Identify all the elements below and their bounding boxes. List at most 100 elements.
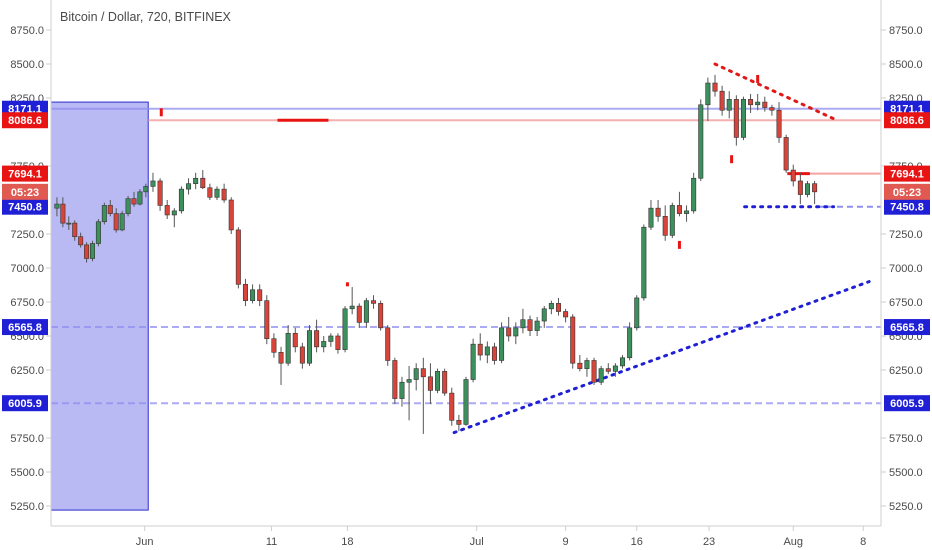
candle-body-55 bbox=[427, 376, 433, 391]
price-badge-left-5-bg bbox=[2, 395, 48, 412]
y-tick-left-label: 5750.0 bbox=[10, 433, 44, 445]
candle-body-31 bbox=[257, 289, 263, 301]
x-tick-label: 11 bbox=[266, 536, 277, 548]
y-tick-left-label: 8750.0 bbox=[10, 25, 44, 37]
price-badge-left-1-bg bbox=[2, 112, 48, 129]
candle-body-32 bbox=[264, 300, 270, 340]
candle-body-66 bbox=[506, 327, 512, 337]
candle-body-24 bbox=[207, 187, 213, 198]
shaded-region bbox=[50, 101, 149, 511]
candle-body-84 bbox=[634, 297, 640, 329]
candle-body-27 bbox=[228, 199, 234, 231]
candle-body-22 bbox=[193, 177, 199, 184]
candle-body-5 bbox=[84, 244, 90, 259]
signal-marker-dot bbox=[345, 282, 349, 287]
price-badge-left-1: 8086.6 bbox=[8, 115, 42, 127]
trendlines-layer bbox=[452, 62, 871, 435]
price-badge-right-3: 7450.8 bbox=[890, 202, 924, 214]
x-tick-label: Aug bbox=[783, 536, 803, 548]
candle-body-25 bbox=[214, 188, 220, 198]
candle-body-45 bbox=[356, 305, 362, 323]
candle-body-41 bbox=[328, 335, 334, 342]
candle-body-64 bbox=[491, 346, 497, 361]
candle-body-100 bbox=[748, 99, 754, 106]
price-badge-left-3: 7450.8 bbox=[8, 202, 42, 214]
candle-body-58 bbox=[449, 392, 455, 421]
candle-body-47 bbox=[371, 300, 377, 304]
candle-body-60 bbox=[463, 379, 469, 425]
price-badge-right-4-bg bbox=[884, 319, 930, 336]
candle-body-9 bbox=[107, 205, 113, 214]
candle-body-78 bbox=[591, 360, 597, 383]
candle-body-35 bbox=[285, 332, 291, 364]
y-tick-left-label: 6250.0 bbox=[10, 365, 44, 377]
candle-body-21 bbox=[186, 183, 192, 190]
candle-body-30 bbox=[250, 289, 256, 301]
candle-body-99 bbox=[740, 99, 746, 138]
candle-body-71 bbox=[541, 308, 547, 322]
candle-body-90 bbox=[676, 205, 682, 214]
candle-body-98 bbox=[733, 99, 739, 138]
y-tick-right-label: 5250.0 bbox=[889, 501, 923, 513]
candle-body-16 bbox=[150, 180, 156, 187]
candle-body-59 bbox=[456, 420, 462, 425]
candle-body-93 bbox=[698, 104, 704, 179]
candle-body-62 bbox=[477, 343, 483, 356]
candle-body-101 bbox=[755, 101, 761, 106]
candle-body-96 bbox=[719, 90, 725, 111]
candle-body-69 bbox=[527, 319, 533, 331]
x-axis[interactable]: Jun 11 18 Jul 9 16 23 Aug 8 bbox=[136, 526, 866, 548]
y-tick-right-label: 6750.0 bbox=[889, 297, 923, 309]
candle-body-83 bbox=[627, 327, 633, 359]
candle-body-28 bbox=[235, 229, 241, 285]
candle-body-18 bbox=[164, 205, 170, 216]
candle-body-82 bbox=[620, 357, 626, 367]
chart-title: Bitcoin / Dollar, 720, BITFINEX bbox=[60, 10, 232, 24]
candle-body-81 bbox=[612, 365, 618, 372]
candle-body-19 bbox=[171, 210, 177, 216]
price-badge-left-3-bg bbox=[2, 198, 48, 215]
candle-body-91 bbox=[684, 210, 690, 214]
candle-body-1 bbox=[60, 203, 66, 224]
shaded-region-layer bbox=[50, 101, 149, 511]
signal-marker-3 bbox=[677, 240, 681, 249]
candle-body-87 bbox=[655, 207, 661, 217]
y-tick-right-label: 8500.0 bbox=[889, 59, 923, 71]
y-tick-right-label: 6250.0 bbox=[889, 365, 923, 377]
y-tick-right-label: 7250.0 bbox=[889, 229, 923, 241]
candle-body-37 bbox=[299, 346, 305, 364]
current-time-badge-right-bg bbox=[884, 183, 930, 200]
current-time-badge-left: 05:23 bbox=[11, 187, 39, 199]
candle-body-34 bbox=[278, 352, 284, 364]
candle-body-86 bbox=[648, 207, 654, 228]
candle-body-4 bbox=[78, 236, 84, 246]
candle-body-73 bbox=[555, 303, 561, 312]
candle-body-72 bbox=[548, 303, 554, 310]
candle-body-12 bbox=[125, 198, 131, 214]
candle-body-104 bbox=[776, 109, 782, 138]
price-badge-left-2-bg bbox=[2, 165, 48, 182]
candle-body-7 bbox=[95, 221, 101, 244]
candle-body-3 bbox=[72, 222, 78, 238]
candle-body-70 bbox=[534, 320, 540, 331]
candle-body-8 bbox=[101, 205, 107, 223]
signal-marker-1 bbox=[756, 74, 760, 83]
candle-body-52 bbox=[406, 379, 412, 383]
price-badge-right-1: 8086.6 bbox=[890, 115, 924, 127]
candle-body-106 bbox=[790, 169, 796, 182]
candle-body-6 bbox=[90, 243, 96, 259]
candle-body-38 bbox=[306, 330, 312, 364]
candle-body-85 bbox=[641, 226, 647, 299]
price-badge-right-5-bg bbox=[884, 395, 930, 412]
x-tick-label: 16 bbox=[631, 536, 643, 548]
x-tick-label: 18 bbox=[341, 536, 353, 548]
candle-body-67 bbox=[513, 327, 519, 337]
x-tick-label: 8 bbox=[860, 536, 866, 548]
candle-body-74 bbox=[563, 311, 569, 318]
y-tick-left-label: 6750.0 bbox=[10, 297, 44, 309]
price-badge-right-3-bg bbox=[884, 198, 930, 215]
candle-body-92 bbox=[691, 177, 697, 212]
